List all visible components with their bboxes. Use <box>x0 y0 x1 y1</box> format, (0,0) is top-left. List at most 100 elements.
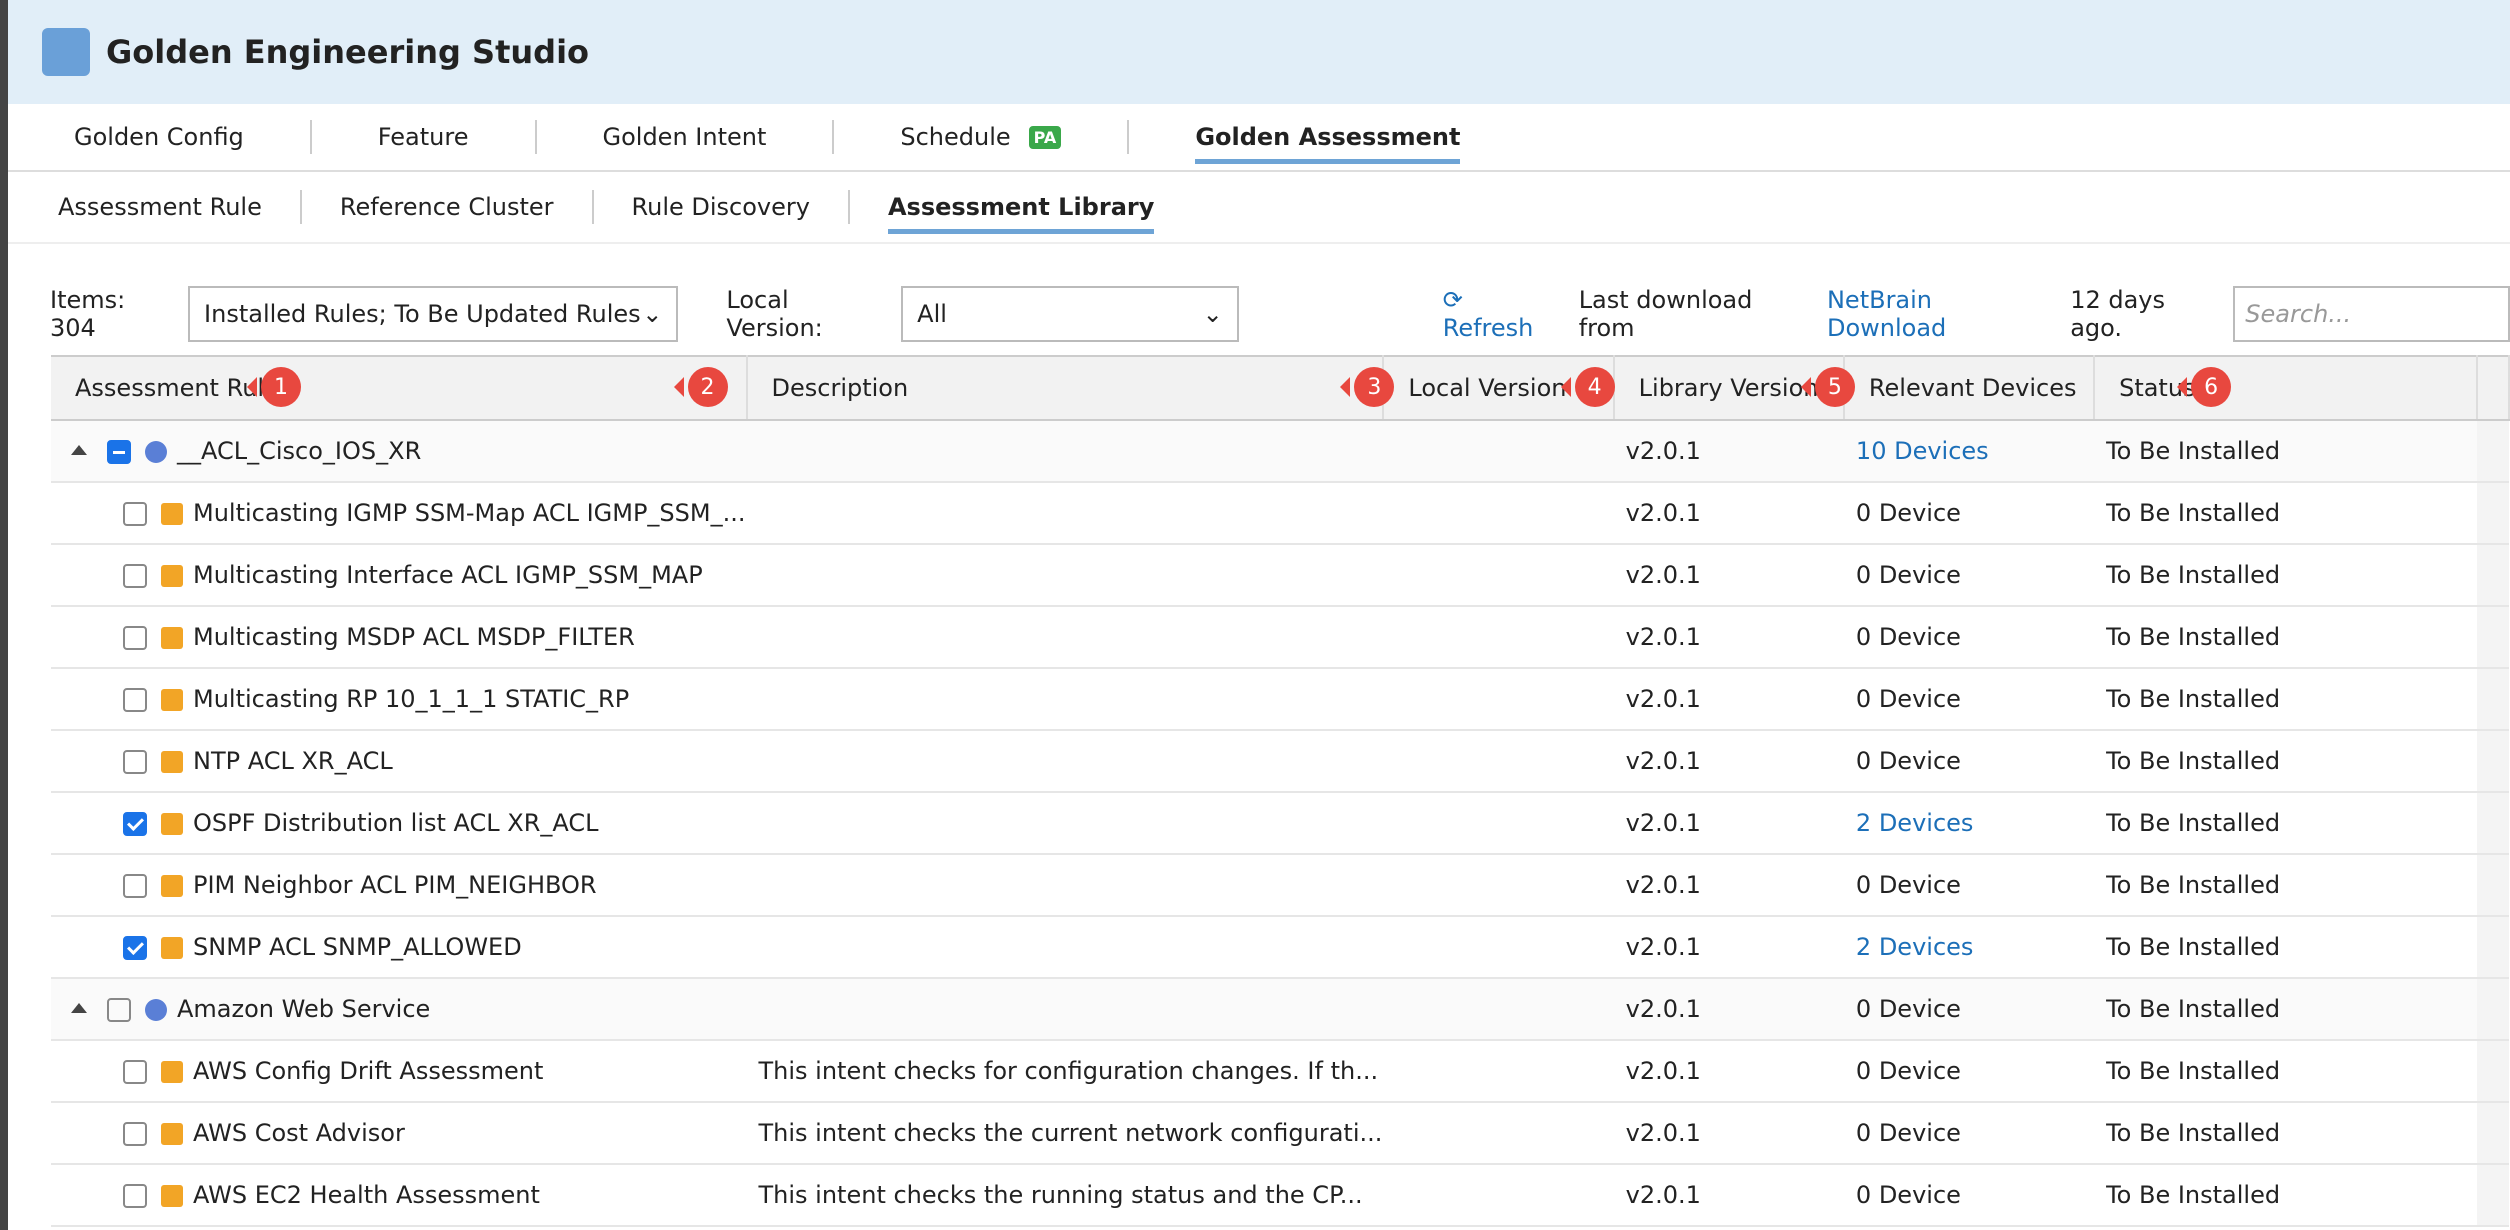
subtab[interactable]: Rule Discovery <box>594 190 850 224</box>
local-version-cell <box>1383 482 1614 545</box>
library-version-cell: v2.0.1 <box>1613 668 1844 731</box>
scrollbar <box>2477 420 2509 483</box>
rule-name: Multicasting RP 10_1_1_1 STATIC_RP <box>193 685 630 713</box>
rule-name: __ACL_Cisco_IOS_XR <box>177 437 422 465</box>
rule-name: AWS EC2 Health Assessment <box>193 1181 540 1209</box>
tab[interactable]: Feature <box>312 120 537 154</box>
rule-name: SNMP ACL SNMP_ALLOWED <box>193 933 522 961</box>
tab-label: Feature <box>377 123 469 151</box>
tab[interactable]: Golden Config <box>8 120 312 154</box>
refresh-label: Refresh <box>1442 314 1534 342</box>
local-version-cell <box>1383 730 1614 793</box>
status-cell: To Be Installed <box>2094 978 2478 1041</box>
checkbox[interactable] <box>123 874 147 898</box>
rule-row: Multicasting IGMP SSM-Map ACL IGMP_SSM_.… <box>51 482 2509 545</box>
rule-cell: Multicasting IGMP SSM-Map ACL IGMP_SSM_.… <box>51 482 747 545</box>
items-count: Items: 304 <box>50 286 126 342</box>
library-version: v2.0.1 <box>1625 561 1701 589</box>
relevant-devices[interactable]: 2 Devices <box>1855 809 1974 837</box>
library-version: v2.0.1 <box>1625 1119 1701 1147</box>
callout: 1 <box>247 367 301 407</box>
relevant-devices: 0 Device <box>1855 871 1961 899</box>
rule-cell: AWS Cost Advisor <box>51 1102 747 1165</box>
description-cell: This intent checks the running status an… <box>746 1164 1384 1227</box>
devices-cell: 0 Device <box>1843 1040 2095 1103</box>
checkbox[interactable] <box>123 750 147 774</box>
subtab[interactable]: Assessment Rule <box>20 190 302 224</box>
library-version: v2.0.1 <box>1625 809 1701 837</box>
library-version: v2.0.1 <box>1625 623 1701 651</box>
search-box[interactable]: Search... <box>2233 286 2510 342</box>
column-header: Assessment Rules 1 <box>51 355 748 421</box>
rule-row: Amazon Web Service v2.0.1 0 Device To Be In… <box>51 978 2509 1041</box>
rule-icon <box>161 627 183 649</box>
status: To Be Installed <box>2106 1057 2281 1085</box>
status: To Be Installed <box>2106 809 2281 837</box>
rule-row: OSPF Distribution list ACL XR_ACL v2.0.1 2… <box>51 792 2509 855</box>
scrollbar <box>2477 730 2509 793</box>
library-version-cell: v2.0.1 <box>1613 916 1844 979</box>
scrollbar <box>2477 482 2509 545</box>
checkbox[interactable] <box>107 440 131 464</box>
refresh[interactable]: ⟳ Refresh <box>1442 286 1534 342</box>
scrollbar <box>2477 854 2509 917</box>
checkbox[interactable] <box>123 688 147 712</box>
rule-row: AWS EC2 Health Assessment This intent che… <box>51 1164 2509 1227</box>
checkbox[interactable] <box>123 812 147 836</box>
checkbox[interactable] <box>123 502 147 526</box>
header: Golden Engineering Studio <box>8 0 2510 104</box>
checkbox[interactable] <box>107 998 131 1022</box>
relevant-devices[interactable]: 10 Devices <box>1855 437 1989 465</box>
scrollbar <box>2477 1102 2509 1165</box>
checkbox[interactable] <box>123 936 147 960</box>
subtab[interactable]: Assessment Library <box>850 190 1192 234</box>
relevant-devices[interactable]: 2 Devices <box>1855 933 1974 961</box>
description-cell <box>746 854 1384 917</box>
checkbox[interactable] <box>123 564 147 588</box>
library-version-cell: v2.0.1 <box>1613 792 1844 855</box>
status: To Be Installed <box>2106 871 2281 899</box>
expander[interactable] <box>71 995 87 1013</box>
relevant-devices: 0 Device <box>1855 995 1961 1023</box>
expander[interactable] <box>71 437 87 455</box>
column-header: Relevant Devices 5 <box>1800 355 2096 421</box>
local-version-select[interactable]: All ⌄ <box>901 286 1239 342</box>
group-icon <box>145 999 167 1021</box>
scrollbar <box>2477 792 2509 855</box>
local-version-value: All <box>917 300 947 328</box>
status-cell: To Be Installed <box>2094 1102 2478 1165</box>
status: To Be Installed <box>2106 499 2281 527</box>
rule-name: Amazon Web Service <box>177 995 431 1023</box>
rule-row: Multicasting Interface ACL IGMP_SSM_MAP v… <box>51 544 2509 607</box>
checkbox[interactable] <box>123 1060 147 1084</box>
library-version: v2.0.1 <box>1625 747 1701 775</box>
library-version-cell: v2.0.1 <box>1613 1164 1844 1227</box>
filter-select[interactable]: Installed Rules; To Be Updated Rules ⌄ <box>188 286 679 342</box>
rule-icon <box>161 751 183 773</box>
tab[interactable]: Golden Intent <box>537 120 835 154</box>
checkbox[interactable] <box>123 1122 147 1146</box>
download-link[interactable]: NetBrain Download <box>1826 286 1947 342</box>
rule-row: Multicasting RP 10_1_1_1 STATIC_RP v2.0.1… <box>51 668 2509 731</box>
local-version-cell <box>1383 420 1614 483</box>
checkbox[interactable] <box>123 626 147 650</box>
checkbox[interactable] <box>123 1184 147 1208</box>
column-name: Relevant Devices <box>1868 374 2077 402</box>
tab[interactable]: Schedule PA <box>834 120 1130 154</box>
tab[interactable]: Golden Assessment <box>1129 120 1526 164</box>
scrollbar <box>2477 978 2509 1041</box>
description-cell <box>746 792 1384 855</box>
subtab[interactable]: Reference Cluster <box>302 190 594 224</box>
rule-row: Multicasting MSDP ACL MSDP_FILTER v2.0.1 0… <box>51 606 2509 669</box>
library-version-cell: v2.0.1 <box>1613 1040 1844 1103</box>
ago: 12 days ago. <box>2070 286 2166 342</box>
library-version: v2.0.1 <box>1625 871 1701 899</box>
devices-cell: 0 Device <box>1843 1102 2095 1165</box>
devices-cell: 0 Device <box>1843 854 2095 917</box>
rules-table: Assessment Rules 1 Description 2 Local Versi… <box>51 355 2510 1227</box>
rule-name: AWS Cost Advisor <box>193 1119 405 1147</box>
status: To Be Installed <box>2106 1119 2281 1147</box>
relevant-devices: 0 Device <box>1855 623 1961 651</box>
scrollbar <box>2477 606 2509 669</box>
